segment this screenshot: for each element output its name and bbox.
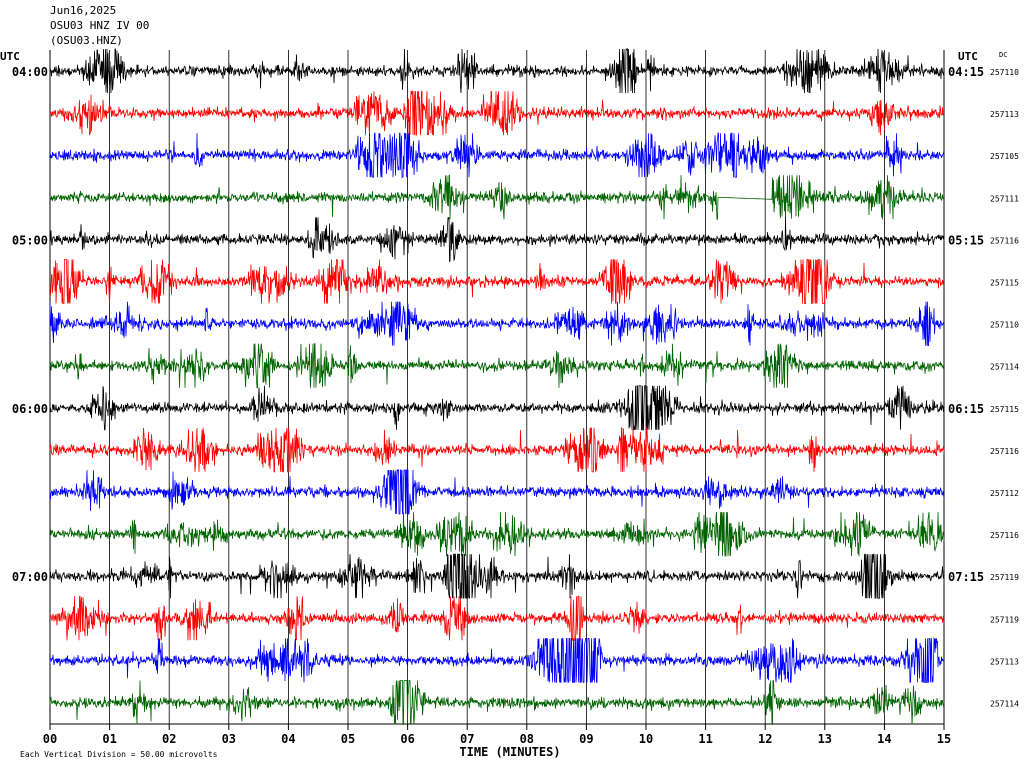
- left-time-label: 07:00: [12, 570, 48, 584]
- left-time-label: 04:00: [12, 65, 48, 79]
- utc-right-label: UTC: [958, 50, 978, 63]
- trace-line: [49, 343, 945, 389]
- x-tick-label: 13: [818, 732, 832, 746]
- x-tick-label: 00: [43, 732, 57, 746]
- x-tick-label: 02: [162, 732, 176, 746]
- dc-offset-label: 257116: [990, 531, 1019, 540]
- x-tick-label: 15: [937, 732, 951, 746]
- trace-line: [49, 174, 945, 220]
- trace-line: [49, 301, 945, 346]
- x-tick-label: 05: [341, 732, 355, 746]
- x-tick-label: 08: [520, 732, 534, 746]
- right-time-label: 06:15: [948, 402, 984, 416]
- trace-line: [49, 217, 945, 262]
- trace-line: [49, 680, 945, 725]
- dc-offset-label: 257119: [990, 615, 1019, 624]
- x-tick-label: 12: [758, 732, 772, 746]
- dc-offset-label: 257116: [990, 447, 1019, 456]
- utc-left-label: UTC: [0, 50, 20, 63]
- trace-line: [49, 553, 945, 599]
- dc-offset-label: 257115: [990, 405, 1019, 414]
- left-time-label: 05:00: [12, 233, 48, 247]
- header-code: (OSU03.HNZ): [50, 34, 123, 47]
- x-tick-label: 04: [281, 732, 295, 746]
- trace-line: [49, 90, 945, 136]
- dc-offset-label: 257110: [990, 321, 1019, 330]
- dc-offset-label: 257115: [990, 279, 1019, 288]
- trace-line: [49, 637, 945, 683]
- trace-line: [49, 47, 945, 94]
- trace-line: [49, 512, 945, 557]
- dc-offset-label: 257114: [990, 363, 1019, 372]
- dc-offset-label: 257116: [990, 236, 1019, 245]
- x-tick-label: 10: [639, 732, 653, 746]
- x-tick-label: 09: [579, 732, 593, 746]
- trace-line: [49, 595, 945, 641]
- x-tick-label: 03: [222, 732, 236, 746]
- x-tick-label: 07: [460, 732, 474, 746]
- right-time-label: 07:15: [948, 570, 984, 584]
- dc-offset-label: 257113: [990, 657, 1019, 666]
- trace-line: [49, 468, 945, 515]
- header-station: OSU03 HNZ IV 00: [50, 19, 150, 32]
- dc-offset-label: 257105: [990, 152, 1019, 161]
- x-tick-label: 01: [102, 732, 116, 746]
- trace-line: [49, 259, 945, 305]
- trace-line: [49, 426, 945, 473]
- header-date: Jun16,2025: [50, 4, 117, 17]
- dc-offset-label: 257110: [990, 68, 1019, 77]
- dc-offset-label: 257111: [990, 194, 1019, 203]
- trace-line: [49, 132, 945, 178]
- dc-offset-label: 257112: [990, 489, 1019, 498]
- trace-line: [49, 385, 945, 431]
- x-axis-label: TIME (MINUTES): [459, 745, 560, 759]
- right-time-label: 04:15: [948, 65, 984, 79]
- dc-offset-label: 257119: [990, 573, 1019, 582]
- right-time-label: 05:15: [948, 233, 984, 247]
- x-tick-label: 06: [400, 732, 414, 746]
- x-tick-label: 11: [698, 732, 712, 746]
- footnote-vertical-division: Each Vertical Division = 50.00 microvolt…: [20, 750, 218, 759]
- dc-label: DC: [999, 51, 1007, 59]
- dc-offset-label: 257114: [990, 700, 1019, 709]
- left-time-label: 06:00: [12, 402, 48, 416]
- dc-offset-label: 257113: [990, 110, 1019, 119]
- x-tick-label: 14: [877, 732, 891, 746]
